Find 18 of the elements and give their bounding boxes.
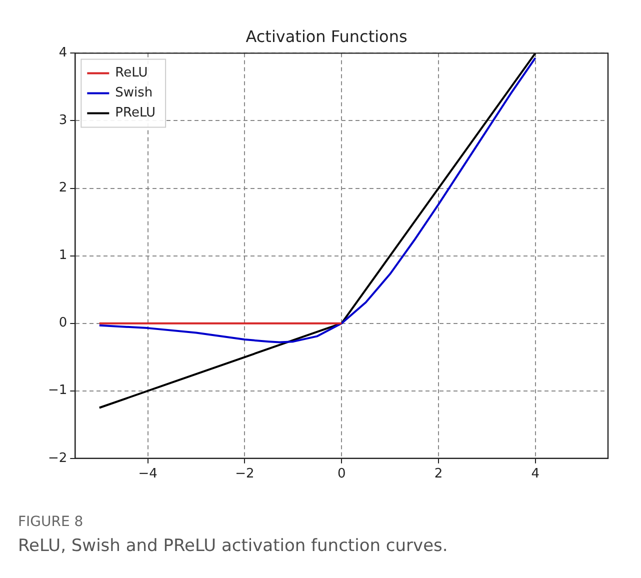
y-tick-label: 2	[58, 180, 68, 196]
y-tick-label: −2	[48, 450, 68, 466]
y-tick-label: −1	[48, 383, 68, 398]
legend-label: Swish	[115, 86, 153, 101]
y-tick-label: 3	[58, 113, 68, 128]
x-tick-label: 2	[434, 466, 443, 482]
x-tick-label: −4	[138, 466, 158, 482]
y-tick-label: 1	[58, 248, 68, 264]
y-tick-label: 4	[58, 46, 68, 61]
legend-label: ReLU	[115, 66, 148, 81]
x-tick-label: 4	[531, 466, 540, 482]
y-tick-label: 0	[58, 316, 68, 331]
x-tick-label: −2	[235, 466, 254, 482]
x-tick-label: 0	[337, 466, 346, 482]
text: ReLU, Swish and PReLU activation function curves.	[18, 536, 449, 556]
caption: FIGURE 8	[18, 514, 84, 530]
chart-title: Activation Functions	[246, 26, 408, 46]
legend-label: PReLU	[115, 106, 156, 121]
